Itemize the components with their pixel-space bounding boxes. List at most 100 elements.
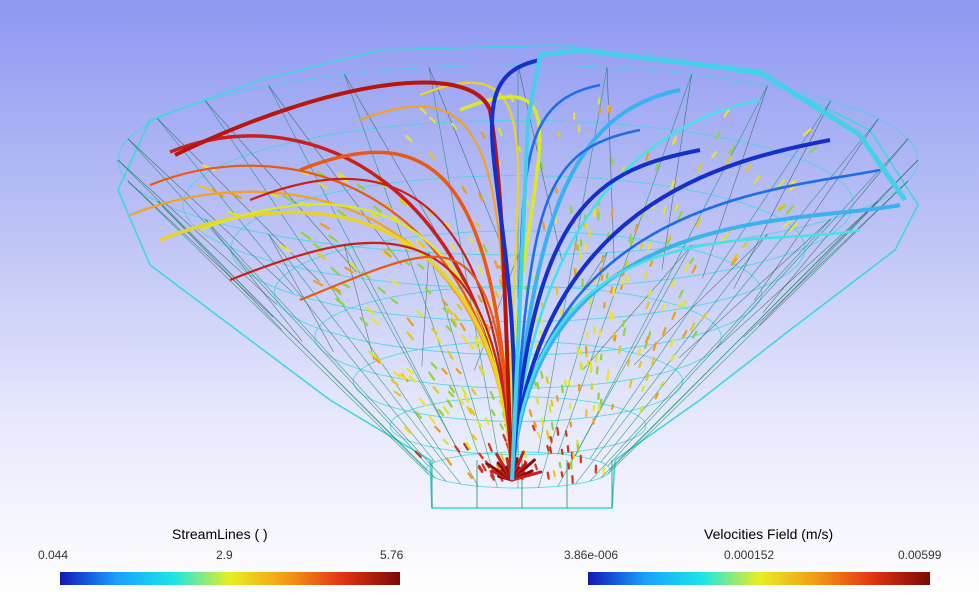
velocity-arrow xyxy=(674,203,680,212)
streamline-right xyxy=(510,148,701,481)
velocity-arrow xyxy=(430,361,438,370)
streamlines-min-label: 0.044 xyxy=(38,548,69,562)
velocity-arrow xyxy=(335,298,345,306)
velocity-arrow xyxy=(625,260,629,267)
streamline-center xyxy=(510,54,542,481)
velocity-arrow xyxy=(744,164,752,173)
velocity-arrow xyxy=(437,408,445,417)
velocity-arrow xyxy=(435,334,443,344)
velocity-arrow xyxy=(489,470,495,479)
velocity-arrow xyxy=(556,426,560,436)
velocity-arrow xyxy=(406,367,414,375)
velocity-arrow xyxy=(446,399,453,408)
velocity-arrow xyxy=(344,266,354,274)
velocity-arrow xyxy=(628,378,633,389)
velocity-arrow xyxy=(802,128,812,137)
velocity-arrow xyxy=(666,234,672,242)
velocity-arrow xyxy=(496,464,501,472)
velocity-arrow xyxy=(688,257,695,265)
velocity-arrow xyxy=(649,260,654,268)
velocity-arrow xyxy=(671,136,677,145)
velocity-arrow xyxy=(455,368,462,375)
mesh-diagonal xyxy=(268,234,334,352)
velocity-arrow xyxy=(550,421,555,431)
mesh-spoke xyxy=(589,218,831,482)
velocity-arrow xyxy=(540,417,545,427)
velocity-arrow xyxy=(419,397,427,407)
velocity-arrow xyxy=(282,194,294,203)
velocity-arrow xyxy=(617,345,622,354)
velocity-arrow xyxy=(441,367,448,375)
velocity-arrow xyxy=(540,161,544,170)
velocity-arrow xyxy=(670,180,675,190)
velocity-arrow xyxy=(328,234,339,243)
velocity-arrow xyxy=(424,287,432,295)
velocity-arrow xyxy=(546,429,550,439)
velocity-arrow xyxy=(441,299,449,307)
velocity-arrow xyxy=(536,431,541,439)
velocity-arrow xyxy=(728,145,736,155)
velocity-arrow xyxy=(601,254,605,263)
velocity-arrow xyxy=(454,445,461,453)
velocity-arrow xyxy=(445,325,452,332)
velocity-arrow xyxy=(634,223,638,233)
velocity-arrow xyxy=(468,342,475,350)
velocity-arrow xyxy=(317,182,329,190)
velocity-arrow xyxy=(494,290,500,298)
velocity-arrow xyxy=(428,371,436,381)
velocity-arrow xyxy=(539,317,544,325)
velocity-arrow xyxy=(403,426,412,435)
velocity-arrow xyxy=(610,403,614,410)
velocity-arrow xyxy=(777,203,786,210)
velocity-arrow xyxy=(644,336,650,344)
velocity-arrow xyxy=(606,104,610,112)
velocity-arrow xyxy=(549,435,553,443)
velocity-arrow xyxy=(428,151,436,161)
streamlines-color-bar xyxy=(60,572,400,585)
velocity-arrow xyxy=(368,350,377,359)
velocity-arrow xyxy=(684,262,690,272)
velocity-arrow xyxy=(676,300,682,308)
mesh-spoke xyxy=(575,85,768,457)
velocity-arrow xyxy=(711,151,718,159)
velocity-arrow xyxy=(463,442,469,451)
mesh-spoke xyxy=(117,159,427,471)
velocity-arrow xyxy=(564,379,567,386)
streamlines xyxy=(129,47,908,481)
velocity-arrow xyxy=(603,301,606,309)
velocity-arrow xyxy=(398,197,407,206)
velocity-arrow xyxy=(630,238,634,245)
velocity-arrow xyxy=(613,334,617,342)
mesh-spoke xyxy=(428,67,498,453)
mesh-diagonal xyxy=(117,159,278,305)
streamline-left xyxy=(129,190,514,481)
velocity-arrow xyxy=(479,367,486,375)
velocity-arrow xyxy=(534,463,538,471)
velocity-arrow xyxy=(678,289,684,299)
velocity-arrow xyxy=(336,209,347,217)
velocity-arrow xyxy=(731,253,739,262)
velocity-arrow xyxy=(414,410,423,419)
velocity-arrow xyxy=(390,379,399,387)
mesh-diagonal xyxy=(344,74,453,261)
velocity-arrow xyxy=(560,384,564,394)
velocities-color-bar xyxy=(588,572,930,585)
velocity-arrow xyxy=(481,463,487,472)
velocity-arrow xyxy=(348,261,358,271)
velocity-arrow xyxy=(554,186,558,194)
velocity-arrow xyxy=(468,236,475,244)
velocity-arrow xyxy=(451,122,458,130)
velocity-arrow xyxy=(660,304,666,311)
velocity-arrow xyxy=(386,247,395,255)
velocity-arrow xyxy=(641,385,646,392)
streamline-right xyxy=(510,203,901,481)
streamline-left-main xyxy=(174,80,514,481)
streamline-left xyxy=(249,177,514,481)
velocity-arrow xyxy=(485,323,491,331)
velocity-arrow xyxy=(650,356,656,366)
velocity-arrow xyxy=(644,341,649,349)
velocity-arrow xyxy=(637,347,642,357)
velocity-arrow xyxy=(442,438,450,446)
velocity-arrow xyxy=(670,354,675,362)
